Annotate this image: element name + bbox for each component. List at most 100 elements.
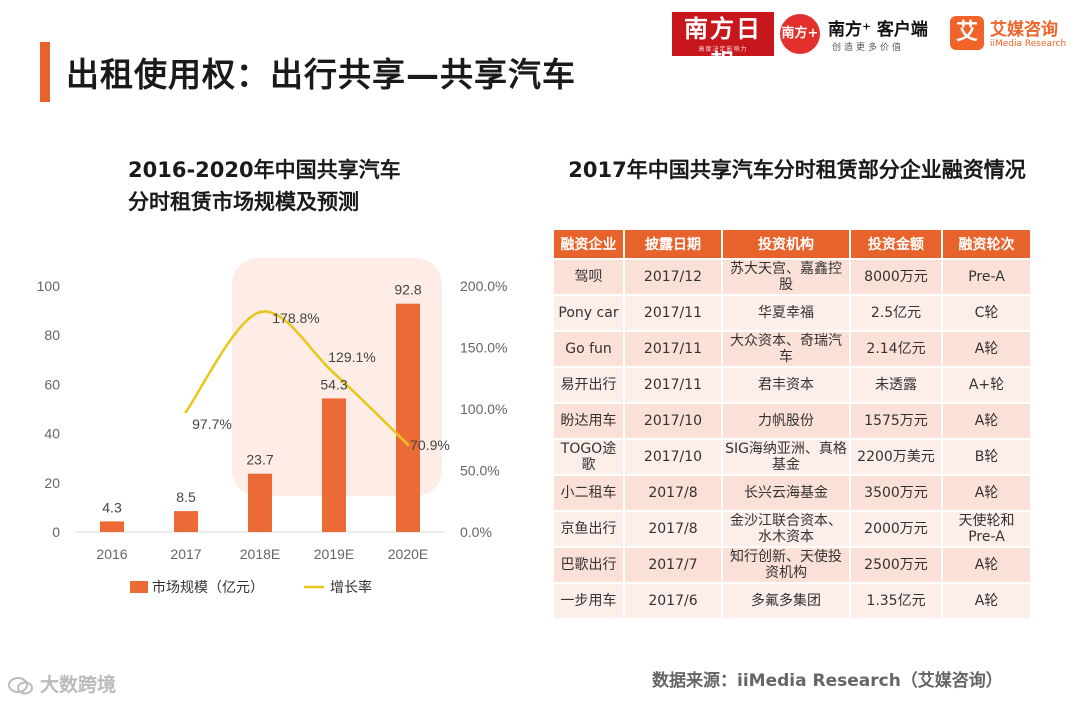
bar bbox=[100, 521, 124, 532]
title-accent-bar bbox=[40, 42, 50, 102]
table-cell: Pony car bbox=[554, 296, 623, 330]
nanfang-plus-icon: 南方+ bbox=[780, 14, 820, 54]
table-cell: 2017/10 bbox=[625, 440, 721, 474]
table-cell: A轮 bbox=[943, 584, 1030, 618]
table-cell: 8000万元 bbox=[851, 260, 941, 294]
table-cell: 2017/11 bbox=[625, 332, 721, 366]
table-cell: 华夏幸福 bbox=[723, 296, 849, 330]
chart-title-line1: 2016-2020年中国共享汽车 bbox=[128, 158, 401, 182]
growth-rate-point bbox=[184, 410, 188, 414]
growth-rate-label: 178.8% bbox=[272, 310, 319, 326]
growth-rate-line bbox=[184, 310, 409, 446]
table-cell: 君丰资本 bbox=[723, 368, 849, 402]
growth-rate-label: 129.1% bbox=[328, 349, 375, 365]
table-cell: TOGO途歌 bbox=[554, 440, 623, 474]
growth-rate-point bbox=[258, 310, 262, 314]
table-cell: A轮 bbox=[943, 548, 1030, 582]
table-cell: 长兴云海基金 bbox=[723, 476, 849, 510]
growth-rate-point bbox=[406, 443, 410, 447]
financing-table: 融资企业 披露日期 投资机构 投资金额 融资轮次 驾呗 2017/12 苏大天宫、嘉鑫控股 8… bbox=[552, 228, 1032, 620]
table-cell: 2017/11 bbox=[625, 368, 721, 402]
table-row: 易开出行 2017/11 君丰资本 未透露 A+轮 bbox=[554, 368, 1030, 402]
y-left-tick-label: 40 bbox=[44, 426, 60, 442]
table-cell: 一步用车 bbox=[554, 584, 623, 618]
table-cell: A轮 bbox=[943, 332, 1030, 366]
chart-title: 2016-2020年中国共享汽车 分时租赁市场规模及预测 bbox=[128, 154, 468, 218]
wechat-icon bbox=[8, 676, 33, 694]
bar bbox=[248, 473, 272, 532]
bar bbox=[322, 398, 346, 532]
table-cell: 2000万元 bbox=[851, 512, 941, 546]
table-cell: 易开出行 bbox=[554, 368, 623, 402]
legend-label-bar: 市场规模（亿元） bbox=[152, 579, 264, 596]
market-size-chart: 0 20 40 60 80 100 0.0% 50.0% 100.0% 150.0% 200.0% 2… bbox=[37, 258, 507, 596]
table-cell: Pre-A bbox=[943, 260, 1030, 294]
table-cell: A轮 bbox=[943, 476, 1030, 510]
table-cell: 大众资本、奇瑞汽车 bbox=[723, 332, 849, 366]
y-left-tick-label: 80 bbox=[44, 327, 60, 343]
table-cell: 2017/10 bbox=[625, 404, 721, 438]
nanfang-plus-logo: 南方⁺ 客户端 bbox=[828, 20, 928, 40]
y-right-tick-label: 150.0% bbox=[460, 340, 507, 356]
bar-value-label: 23.7 bbox=[246, 452, 273, 468]
table-cell: 1575万元 bbox=[851, 404, 941, 438]
table-row: 驾呗 2017/12 苏大天宫、嘉鑫控股 8000万元 Pre-A bbox=[554, 260, 1030, 294]
nanfang-daily-logo: 南方日報 高度决定影响力 bbox=[672, 12, 774, 77]
header-logos: 南方日報 高度决定影响力 南方+ 南方⁺ 客户端 创造更多价值 艾 艾媒咨询 i… bbox=[672, 12, 1072, 77]
table-cell: 盼达用车 bbox=[554, 404, 623, 438]
table-cell: 3500万元 bbox=[851, 476, 941, 510]
table-cell: A轮 bbox=[943, 404, 1030, 438]
table-header-cell: 投资金额 bbox=[851, 230, 941, 258]
chart-title-line2: 分时租赁市场规模及预测 bbox=[128, 190, 359, 214]
table-header-cell: 投资机构 bbox=[723, 230, 849, 258]
y-left-tick-label: 60 bbox=[44, 376, 60, 392]
legend-label-line: 增长率 bbox=[330, 579, 372, 596]
iimedia-logo-cn: 艾媒咨询 bbox=[990, 20, 1058, 40]
table-row: 小二租车 2017/8 长兴云海基金 3500万元 A轮 bbox=[554, 476, 1030, 510]
table-row: TOGO途歌 2017/10 SIG海纳亚洲、真格基金 2200万美元 B轮 bbox=[554, 440, 1030, 474]
table-cell: A+轮 bbox=[943, 368, 1030, 402]
table-cell: 2200万美元 bbox=[851, 440, 941, 474]
bar bbox=[174, 511, 198, 532]
legend-swatch-bar bbox=[130, 581, 148, 593]
table-body: 驾呗 2017/12 苏大天宫、嘉鑫控股 8000万元 Pre-A Pony car 201… bbox=[554, 260, 1030, 618]
nanfang-plus-slogan: 创造更多价值 bbox=[832, 43, 905, 53]
table-row: Pony car 2017/11 华夏幸福 2.5亿元 C轮 bbox=[554, 296, 1030, 330]
bar-value-label: 8.5 bbox=[176, 489, 196, 505]
x-tick-label: 2016 bbox=[96, 546, 127, 562]
page-title: 出租使用权：出行共享—共享汽车 bbox=[66, 55, 576, 94]
table-cell: 2017/11 bbox=[625, 296, 721, 330]
x-tick-label: 2018E bbox=[240, 546, 280, 562]
table-cell: B轮 bbox=[943, 440, 1030, 474]
y-right-tick-label: 0.0% bbox=[460, 524, 492, 540]
table-cell: 2500万元 bbox=[851, 548, 941, 582]
table-cell: Go fun bbox=[554, 332, 623, 366]
table-cell: 力帆股份 bbox=[723, 404, 849, 438]
table-cell: 1.35亿元 bbox=[851, 584, 941, 618]
bar-value-label: 4.3 bbox=[102, 499, 122, 515]
table-cell: 2017/7 bbox=[625, 548, 721, 582]
bottom-watermark: 大数跨境 bbox=[8, 670, 116, 697]
table-cell: SIG海纳亚洲、真格基金 bbox=[723, 440, 849, 474]
growth-rate-point bbox=[332, 371, 336, 375]
table-cell: 2017/6 bbox=[625, 584, 721, 618]
table-row: Go fun 2017/11 大众资本、奇瑞汽车 2.14亿元 A轮 bbox=[554, 332, 1030, 366]
table-cell: 2.14亿元 bbox=[851, 332, 941, 366]
table-cell: 苏大天宫、嘉鑫控股 bbox=[723, 260, 849, 294]
table-title: 2017年中国共享汽车分时租赁部分企业融资情况 bbox=[568, 158, 1026, 182]
table-cell: 金沙江联合资本、水木资本 bbox=[723, 512, 849, 546]
table-cell: 京鱼出行 bbox=[554, 512, 623, 546]
x-tick-label: 2020E bbox=[388, 546, 428, 562]
x-tick-label: 2019E bbox=[314, 546, 354, 562]
y-right-tick-label: 100.0% bbox=[460, 401, 507, 417]
table-header-cell: 披露日期 bbox=[625, 230, 721, 258]
table-cell: 驾呗 bbox=[554, 260, 623, 294]
table-row: 京鱼出行 2017/8 金沙江联合资本、水木资本 2000万元 天使轮和Pre-A bbox=[554, 512, 1030, 546]
table-cell: 2.5亿元 bbox=[851, 296, 941, 330]
table-cell: 未透露 bbox=[851, 368, 941, 402]
data-source: 数据来源：iiMedia Research（艾媒咨询） bbox=[652, 671, 1003, 691]
table-row: 一步用车 2017/6 多氟多集团 1.35亿元 A轮 bbox=[554, 584, 1030, 618]
bar-value-label: 92.8 bbox=[394, 282, 421, 298]
table-header-row: 融资企业 披露日期 投资机构 投资金额 融资轮次 bbox=[554, 230, 1030, 258]
bar-value-label: 54.3 bbox=[320, 376, 347, 392]
